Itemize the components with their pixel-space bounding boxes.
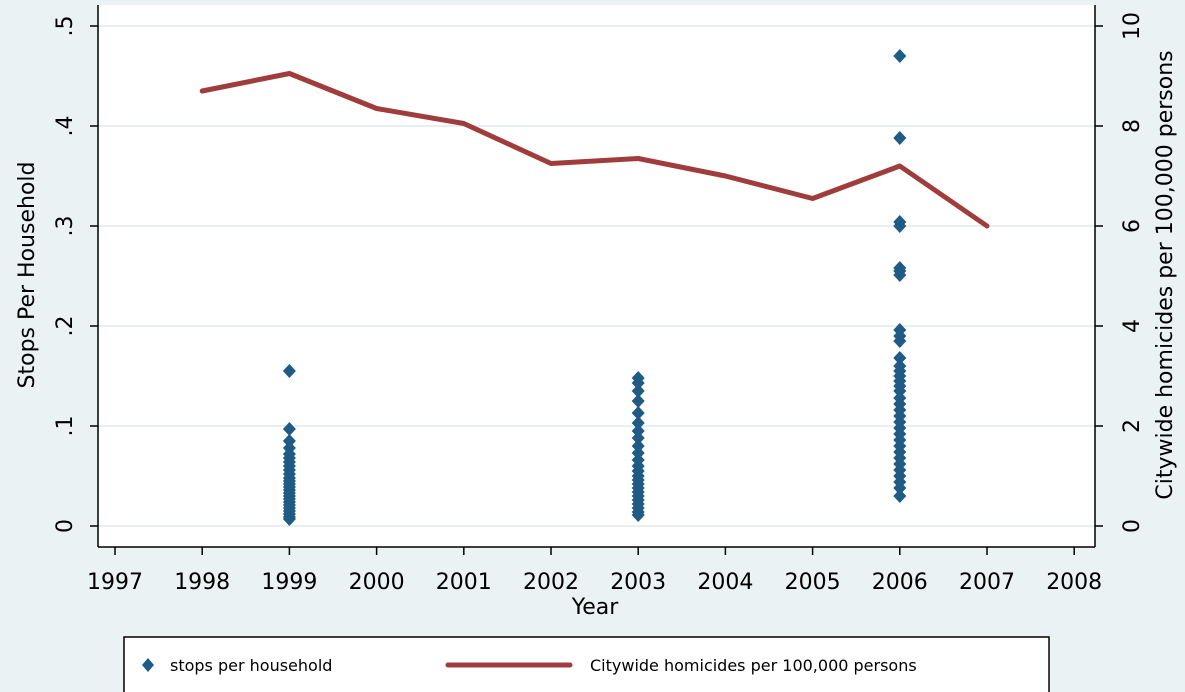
x-axis-title: Year xyxy=(571,595,620,620)
right-y-tick-label: 2 xyxy=(1120,419,1145,433)
x-tick-label: 2005 xyxy=(785,570,841,595)
x-tick-label: 2000 xyxy=(349,570,405,595)
left-y-tick-label: .3 xyxy=(53,216,78,237)
stops-point xyxy=(631,508,645,522)
left-y-tick-label: .2 xyxy=(53,316,78,337)
stops-point xyxy=(631,406,645,420)
stops-point xyxy=(893,219,907,233)
legend: stops per household Citywide homicides p… xyxy=(123,636,1050,692)
right-y-tick-label: 0 xyxy=(1120,519,1145,533)
right-y-axis-title: Citywide homicides per 100,000 persons xyxy=(1153,50,1178,499)
left-y-axis-title: Stops Per Household xyxy=(15,162,40,389)
x-tick-label: 2006 xyxy=(872,570,928,595)
stops-point xyxy=(631,416,645,430)
stops-point xyxy=(631,376,645,390)
x-tick-label: 1998 xyxy=(174,570,230,595)
stops-point xyxy=(893,49,907,63)
stops-point xyxy=(631,384,645,398)
right-y-tick-label: 10 xyxy=(1120,12,1145,40)
stops-point xyxy=(893,481,907,495)
x-tick-label: 2008 xyxy=(1046,570,1102,595)
right-y-tick-label: 6 xyxy=(1120,219,1145,233)
legend-label-stops: stops per household xyxy=(170,656,332,675)
homicide-line xyxy=(199,71,990,229)
axis-ticks: 0 .1 .2 .3 .4 .5 0 2 4 6 8 10 1997 1998 1999 2000 2001 20… xyxy=(53,12,1145,595)
x-tick-label: 2003 xyxy=(610,570,666,595)
left-y-tick-label: .1 xyxy=(53,416,78,437)
stops-scatter-series xyxy=(282,49,907,526)
stops-point xyxy=(893,489,907,503)
right-y-tick-label: 8 xyxy=(1120,119,1145,133)
stops-point xyxy=(282,422,296,436)
plot-area xyxy=(98,5,1095,547)
x-tick-label: 2002 xyxy=(523,570,579,595)
legend-diamond-marker xyxy=(142,658,154,672)
x-tick-label: 1997 xyxy=(87,570,143,595)
right-y-tick-label: 4 xyxy=(1120,319,1145,333)
x-tick-label: 1999 xyxy=(261,570,317,595)
x-tick-label: 2001 xyxy=(436,570,492,595)
left-y-tick-label: .5 xyxy=(53,16,78,37)
x-tick-label: 2004 xyxy=(697,570,753,595)
legend-label-homicides: Citywide homicides per 100,000 persons xyxy=(590,656,917,675)
stops-point xyxy=(282,364,296,378)
stops-point xyxy=(631,431,645,445)
left-y-tick-label: .4 xyxy=(53,116,78,137)
homicide-line-series xyxy=(199,71,990,229)
x-tick-label: 2007 xyxy=(959,570,1015,595)
gridlines xyxy=(98,25,1095,527)
left-y-tick-label: 0 xyxy=(53,519,78,533)
stops-point xyxy=(893,351,907,365)
stops-point xyxy=(893,334,907,348)
legend-box xyxy=(123,636,1050,692)
stops-point xyxy=(631,394,645,408)
stops-point xyxy=(282,512,296,526)
stops-point xyxy=(893,131,907,145)
stops-point xyxy=(893,268,907,282)
